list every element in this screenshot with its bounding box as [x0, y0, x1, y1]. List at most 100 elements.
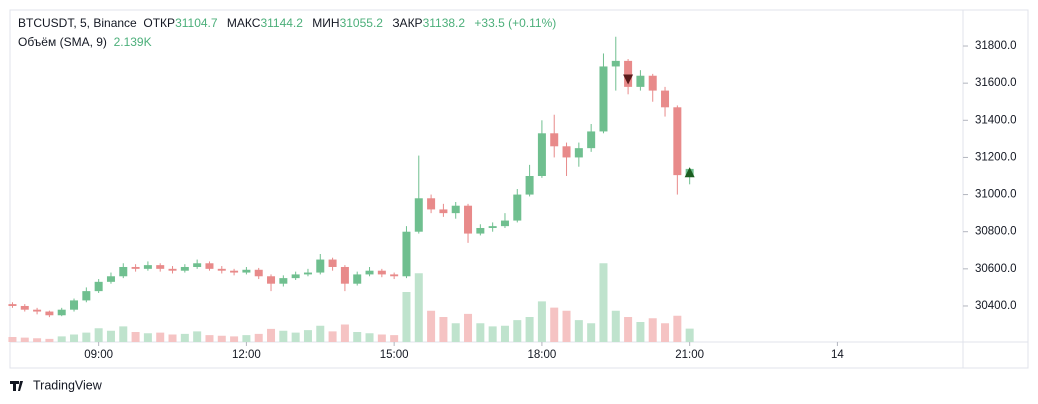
volume-bar — [180, 333, 189, 342]
volume-bar — [624, 317, 633, 342]
volume-bar — [427, 310, 436, 342]
volume-bar — [70, 334, 79, 342]
volume-bar — [390, 335, 399, 342]
volume-bar — [661, 323, 670, 342]
candle-body — [402, 231, 411, 277]
candle-body — [648, 75, 657, 91]
volume-bar — [168, 334, 177, 342]
volume-bar — [599, 263, 608, 342]
volume-bar — [267, 328, 276, 342]
candle-body — [291, 274, 300, 279]
volume-bar — [353, 332, 362, 342]
candle-body — [193, 263, 202, 267]
candle-body — [119, 266, 128, 277]
candle-body — [525, 176, 534, 195]
volume-bar — [33, 338, 42, 342]
candle-body — [513, 194, 522, 221]
volume-bar — [377, 334, 386, 342]
volume-bar — [685, 328, 694, 342]
volume-bar — [673, 315, 682, 342]
volume-bar — [205, 335, 214, 342]
volume-bar — [119, 326, 128, 342]
volume-bar — [57, 336, 66, 342]
volume-bar — [242, 335, 251, 342]
candle-body — [377, 270, 386, 275]
volume-bar — [476, 323, 485, 342]
high-value: 31144.2 — [260, 16, 303, 30]
volume-bar — [587, 323, 596, 342]
volume-bar — [328, 331, 337, 342]
candle-body — [427, 198, 436, 210]
candle-body — [254, 269, 263, 277]
candle-body — [365, 270, 374, 275]
candle-body — [464, 205, 473, 234]
candle-body — [439, 209, 448, 214]
candle-body — [33, 309, 42, 312]
volume-bar — [525, 317, 534, 342]
x-tick-label: 18:00 — [528, 349, 557, 361]
volume-bar — [340, 324, 349, 342]
candle-body — [230, 270, 239, 273]
y-tick-label: 31400.0 — [975, 114, 1017, 126]
volume-bar — [94, 328, 103, 342]
low-value: 31055.2 — [339, 16, 383, 30]
volume-bar — [611, 310, 620, 342]
x-tick-label: 15:00 — [380, 349, 409, 361]
volume-bar — [414, 273, 423, 342]
candle-body — [279, 278, 288, 284]
x-tick-label: 09:00 — [84, 349, 113, 361]
candle-body — [131, 266, 140, 269]
volume-bar — [316, 325, 325, 342]
tv-logo — [10, 381, 23, 391]
candle-body — [414, 198, 423, 232]
candle-body — [537, 133, 546, 176]
candle-body — [587, 131, 596, 149]
volume-bar — [230, 336, 239, 342]
y-tick-label: 31600.0 — [975, 77, 1017, 89]
candle-body — [316, 259, 325, 273]
candle-body — [500, 220, 509, 227]
candle-body — [488, 226, 497, 228]
volume-bar — [562, 310, 571, 342]
volume-bar — [193, 331, 202, 342]
candle-body — [550, 133, 559, 147]
volume-bar — [303, 330, 312, 342]
y-tick-label: 30400.0 — [975, 300, 1017, 312]
volume-bar — [143, 333, 152, 342]
x-tick-label: 21:00 — [675, 349, 704, 361]
candle-body — [673, 107, 682, 176]
candle-body — [340, 266, 349, 284]
candle-body — [353, 274, 362, 284]
candle-body — [156, 265, 165, 269]
y-tick-label: 31000.0 — [975, 189, 1017, 201]
candle-body — [451, 205, 460, 214]
volume-bar — [402, 292, 411, 342]
symbol: BTCUSDT, 5, Binance — [18, 16, 137, 30]
candle-body — [45, 311, 54, 316]
volume-bar — [488, 326, 497, 342]
close-value: 31138.2 — [422, 16, 466, 30]
signal-marker — [684, 167, 695, 178]
candle-body — [562, 146, 571, 158]
y-tick-label: 30600.0 — [975, 263, 1017, 275]
y-tick-label: 30800.0 — [975, 226, 1017, 238]
y-tick-label: 31200.0 — [975, 151, 1017, 163]
signal-marker — [623, 74, 634, 85]
candle-body — [390, 274, 399, 277]
open-label: ОТКР — [143, 16, 176, 30]
volume-bar — [451, 323, 460, 342]
volume-bar — [45, 338, 54, 342]
volume-bar — [291, 332, 300, 342]
high-label: МАКС — [226, 16, 261, 30]
volume-bar — [8, 337, 17, 342]
candle-body — [82, 291, 91, 301]
change-value: +33.5 (+0.11%) — [474, 16, 557, 30]
candle-body — [599, 66, 608, 132]
candle-body — [636, 75, 645, 87]
candle-body — [180, 266, 189, 271]
candle-body — [303, 272, 312, 275]
volume-bar — [513, 320, 522, 342]
x-tick-label: 12:00 — [232, 349, 261, 361]
candle-body — [328, 259, 337, 267]
volume-bar — [648, 318, 657, 342]
